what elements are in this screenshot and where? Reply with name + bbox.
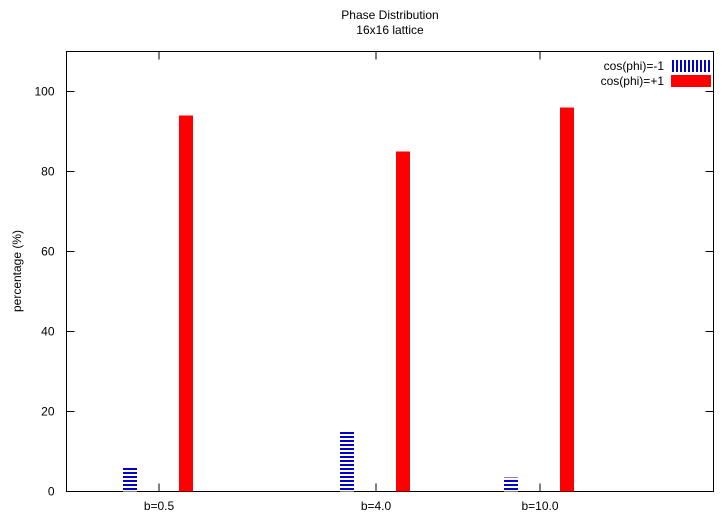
x-tick-label-0: b=0.5 [144,499,175,513]
y-tick-label-1: 20 [41,405,55,419]
bar-series1-1 [396,151,410,492]
y-tick-label-0: 0 [48,485,55,499]
bar-series0-2 [504,477,518,492]
y-axis-ticks: 0 20 40 60 80 100 [34,85,714,499]
x-tick-label-1: b=4.0 [361,499,392,513]
y-tick-label-5: 100 [34,85,54,99]
plot-frame [66,51,714,492]
legend-label-0: cos(phi)=-1 [604,59,665,73]
bar-series0-1 [340,431,354,492]
legend-swatch-0 [671,60,711,72]
bar-series1-0 [179,115,193,492]
bar-series [123,107,574,492]
bar-series1-2 [560,107,574,492]
chart-title: Phase Distribution [341,8,438,22]
y-tick-label-2: 40 [41,325,55,339]
x-tick-label-2: b=10.0 [521,499,558,513]
x-axis-ticks: b=0.5 b=4.0 b=10.0 [144,51,559,513]
legend-swatch-1 [671,75,711,87]
y-tick-label-4: 80 [41,165,55,179]
legend-label-1: cos(phi)=+1 [601,74,665,88]
bar-series0-0 [123,467,137,492]
y-tick-label-3: 60 [41,245,55,259]
chart-subtitle: 16x16 lattice [356,23,424,37]
y-axis-label: percentage (%) [10,230,24,312]
